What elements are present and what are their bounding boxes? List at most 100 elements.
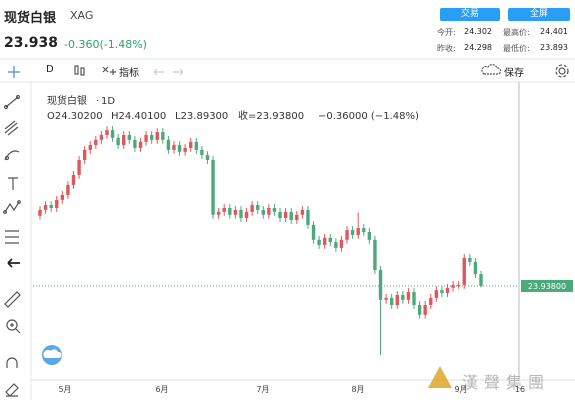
change: -0.360(-1.48%) [64, 38, 147, 51]
candle-body [278, 211, 282, 219]
candle-body [306, 209, 310, 225]
fullscreen-button[interactable]: 全屏 [508, 8, 570, 21]
price: 23.938 [4, 35, 59, 51]
candle-body [138, 141, 143, 148]
candle-body [166, 139, 171, 150]
legend-interval: 1D [101, 96, 115, 107]
stat-value: 24.302 [464, 27, 492, 36]
candle-body [334, 242, 338, 248]
candle-body [479, 274, 483, 286]
candle-body [43, 205, 48, 210]
candle-body [289, 211, 293, 221]
candle-body [105, 130, 109, 135]
symbol-name: 现货白银 [4, 11, 57, 26]
candle-body [468, 257, 472, 262]
separator: · [96, 96, 99, 107]
candle-body [345, 230, 349, 240]
candle-body [116, 137, 120, 146]
toolbar-icons [3, 64, 569, 397]
candle-body [216, 211, 221, 215]
legend-value: 收=23.93800 [238, 109, 304, 122]
candle-body [183, 147, 187, 152]
candle-body [161, 132, 165, 140]
candle-body [38, 209, 42, 216]
candle-body [55, 199, 59, 208]
candle-body [473, 261, 478, 275]
candle-body [434, 290, 439, 298]
indicators-button[interactable]: 指标 [119, 68, 139, 79]
legend-value: H24.40100 [111, 111, 166, 122]
candle-body [172, 145, 176, 150]
candle-body [429, 297, 433, 306]
candle-body [356, 228, 360, 235]
candle-body [228, 207, 232, 215]
candle-body [373, 239, 377, 270]
candle-body [456, 284, 461, 286]
legend-symbol: 现货白银 [47, 94, 87, 107]
candle-body [233, 209, 238, 215]
candle-body [445, 287, 450, 294]
candle-body [211, 159, 215, 215]
symbol-code: XAG [70, 9, 94, 22]
stat-label: 今开: [437, 28, 456, 37]
x-tick-label: 9月 [454, 385, 467, 394]
candle-body [155, 132, 159, 140]
candle-body [272, 207, 277, 212]
candle-body [317, 239, 321, 245]
candle-body [462, 257, 466, 285]
candle-body [88, 145, 92, 150]
candle-body [328, 237, 332, 243]
candle-body [362, 228, 366, 233]
candle-body [401, 294, 405, 300]
candle-body [322, 237, 327, 245]
candle-body [367, 232, 372, 240]
candle-body [412, 292, 416, 306]
watermark: 漢聲集團 [462, 373, 550, 392]
stat-label: 昨收: [437, 44, 456, 53]
candle-body [384, 297, 388, 300]
candle-body [94, 139, 98, 146]
interval-button[interactable]: D [46, 64, 54, 75]
candle-body [144, 134, 148, 142]
candle-body [127, 134, 132, 140]
candle-body [440, 290, 444, 294]
candle-body [250, 205, 254, 212]
candle-body [66, 184, 70, 196]
candle-body [295, 214, 299, 221]
candle-body [194, 141, 199, 150]
legend-value: O24.30200 [47, 111, 103, 122]
candle-body [99, 134, 104, 140]
candle-body [205, 155, 210, 160]
candle-body [71, 174, 76, 185]
candle-body [283, 211, 288, 219]
x-tick-label: 7月 [256, 385, 269, 394]
candle-body [300, 209, 305, 215]
candle-body [389, 297, 394, 306]
candle-body [256, 205, 260, 210]
candle-body [239, 209, 243, 219]
candle-body [406, 292, 411, 300]
legend-value: −0.36000 (−1.48%) [318, 111, 419, 122]
candle-body [122, 134, 126, 146]
watermark-logo [428, 366, 452, 388]
candle-body [261, 209, 265, 215]
candle-body [339, 239, 344, 248]
x-tick-label: 16 [515, 385, 525, 394]
candle-body [417, 305, 422, 315]
candle-body [49, 205, 53, 208]
candle-body [222, 207, 226, 212]
candle-body [267, 207, 271, 215]
stat-label: 最低价: [503, 44, 530, 53]
candle-body [189, 141, 193, 148]
x-tick-label: 5月 [58, 385, 71, 394]
trade-button[interactable]: 交易 [440, 8, 500, 21]
candle-body [350, 230, 355, 235]
candle-body [200, 149, 204, 156]
save-button[interactable]: 保存 [504, 68, 524, 79]
candle-body [311, 224, 316, 240]
stat-value: 24.401 [540, 27, 568, 36]
x-tick-label: 8月 [351, 385, 364, 394]
stat-value: 24.298 [464, 43, 492, 52]
